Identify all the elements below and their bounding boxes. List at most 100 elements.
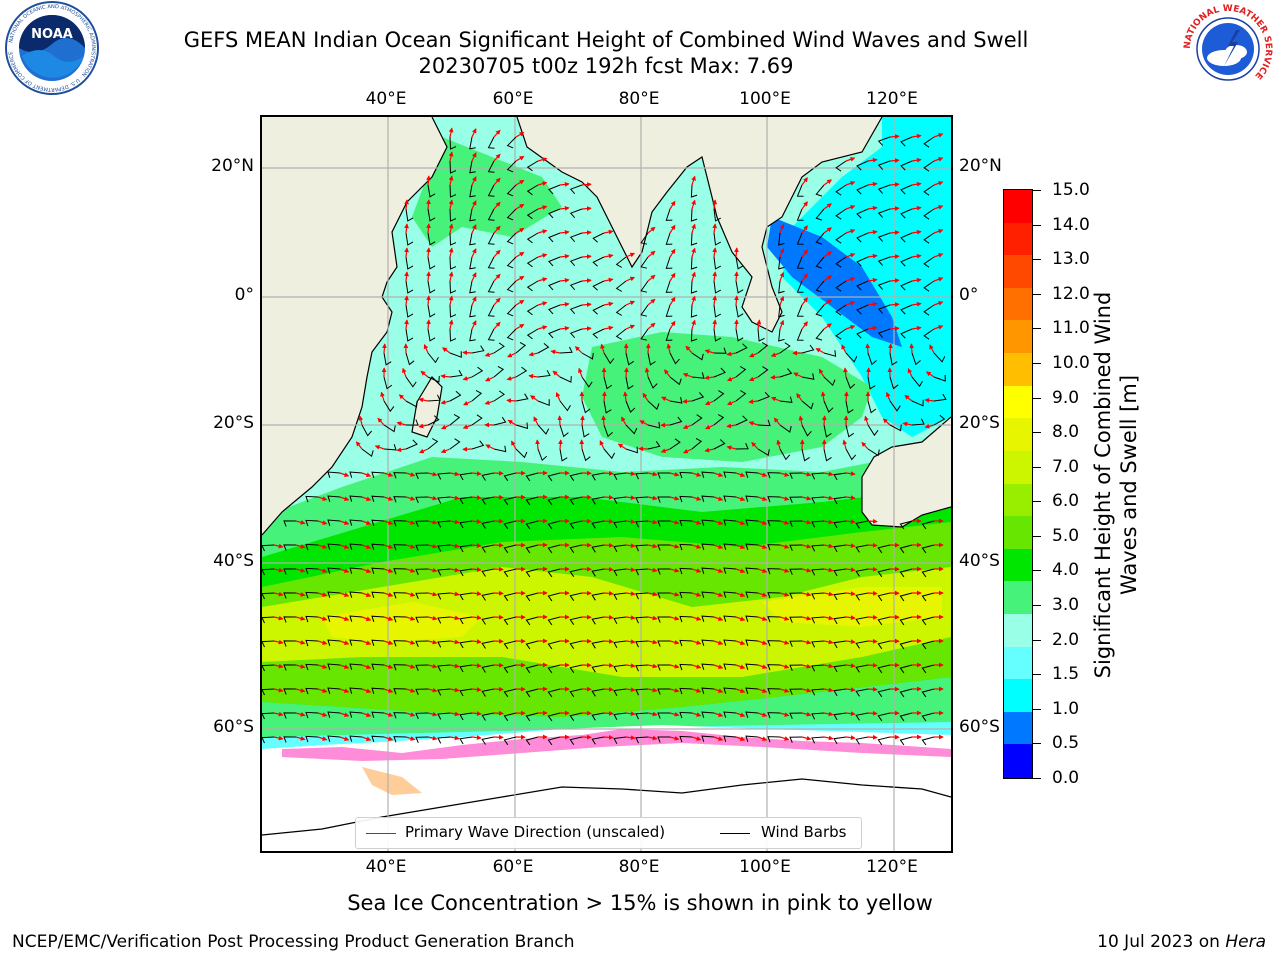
wind-barb bbox=[635, 496, 649, 504]
wind-barb bbox=[471, 345, 485, 354]
wave-direction-arrow bbox=[911, 133, 922, 139]
wave-direction-arrow bbox=[757, 664, 768, 669]
wave-direction-arrow bbox=[713, 472, 724, 477]
wind-barb bbox=[569, 472, 583, 481]
colorbar-tick-label: 11.0 bbox=[1052, 318, 1090, 339]
wave-direction-arrow bbox=[449, 735, 460, 741]
wave-direction-arrow bbox=[889, 158, 900, 163]
wind-barb bbox=[921, 640, 935, 650]
wind-barb bbox=[757, 328, 765, 342]
wave-direction-arrow bbox=[603, 277, 614, 283]
wind-barb bbox=[713, 256, 722, 270]
wind-barb bbox=[877, 160, 891, 170]
wind-barb bbox=[526, 160, 539, 172]
wind-barb bbox=[327, 495, 341, 502]
wave-direction-arrow bbox=[493, 518, 504, 524]
colorbar-tick bbox=[1033, 605, 1041, 607]
wind-barb bbox=[449, 280, 457, 294]
wind-barb bbox=[779, 342, 791, 354]
wind-barb bbox=[487, 280, 495, 293]
graticule bbox=[262, 117, 951, 851]
wind-barb bbox=[547, 568, 561, 578]
wave-direction-arrow bbox=[493, 249, 501, 258]
wind-barb bbox=[867, 376, 876, 390]
wave-direction-arrow bbox=[889, 302, 900, 307]
wave-direction-arrow bbox=[418, 423, 429, 429]
wave-direction-arrow bbox=[691, 592, 702, 597]
wave-direction-arrow bbox=[713, 688, 724, 693]
wave-direction-arrow bbox=[867, 301, 878, 307]
wind-barb bbox=[449, 232, 457, 246]
wave-direction-arrow bbox=[493, 710, 504, 716]
colorbar-tick-label: 14.0 bbox=[1052, 214, 1090, 235]
wind-barb bbox=[690, 184, 698, 198]
wave-direction-arrow bbox=[669, 687, 680, 693]
wind-barb bbox=[415, 712, 429, 719]
wave-direction-arrow bbox=[734, 319, 739, 330]
wind-barb bbox=[437, 544, 451, 552]
colorbar-tick-label: 12.0 bbox=[1052, 283, 1090, 304]
wave-direction-arrow bbox=[317, 712, 328, 717]
colorbar-segment bbox=[1004, 646, 1032, 680]
wind-barb bbox=[691, 414, 703, 426]
wind-barb bbox=[393, 616, 407, 623]
wave-direction-arrow bbox=[493, 321, 501, 330]
wind-barb bbox=[427, 304, 436, 318]
wave-direction-arrow bbox=[735, 616, 746, 621]
wind-barb bbox=[745, 615, 759, 623]
wind-barb bbox=[735, 415, 748, 426]
wave-direction-arrow bbox=[669, 296, 676, 306]
wind-barb bbox=[713, 390, 725, 402]
wind-barb bbox=[877, 688, 891, 698]
wind-barb bbox=[371, 735, 385, 743]
wind-barb bbox=[657, 712, 670, 719]
wave-direction-arrow bbox=[735, 664, 746, 669]
wave-direction-arrow bbox=[713, 736, 724, 741]
wind-barb bbox=[515, 341, 527, 354]
wind-barb bbox=[547, 712, 561, 722]
wind-barb bbox=[833, 472, 847, 481]
wave-direction-arrow bbox=[779, 544, 790, 549]
wind-barb bbox=[877, 208, 891, 218]
wave-direction-arrow bbox=[383, 688, 394, 693]
wind-barb bbox=[283, 592, 297, 599]
wind-barb bbox=[665, 304, 673, 317]
wind-barb bbox=[796, 304, 804, 317]
wind-barb bbox=[723, 591, 737, 598]
wave-direction-arrow bbox=[625, 300, 636, 306]
wind-barb bbox=[801, 344, 815, 354]
wave-direction-arrow bbox=[779, 568, 790, 573]
wave-direction-arrow bbox=[273, 687, 284, 693]
wind-barb bbox=[665, 280, 673, 293]
colorbar-segment bbox=[1004, 548, 1032, 582]
colorbar-tick bbox=[1033, 397, 1041, 399]
wind-barb bbox=[515, 366, 528, 378]
wave-direction-arrow bbox=[911, 229, 922, 235]
wind-barb bbox=[877, 232, 891, 242]
wind-barb bbox=[845, 448, 857, 461]
wave-direction-arrow bbox=[779, 520, 790, 525]
wind-barb bbox=[815, 304, 825, 317]
wave-direction-arrow bbox=[361, 592, 372, 597]
wave-direction-arrow bbox=[823, 543, 834, 549]
wave-direction-arrow bbox=[845, 157, 856, 162]
wave-direction-arrow bbox=[904, 394, 913, 402]
wave-direction-arrow bbox=[639, 420, 649, 426]
wind-barb bbox=[613, 544, 627, 553]
wave-direction-arrow bbox=[383, 616, 394, 621]
wind-barb bbox=[525, 568, 539, 578]
wind-barb bbox=[393, 472, 407, 479]
wave-direction-arrow bbox=[691, 568, 702, 573]
wave-direction-arrow bbox=[713, 664, 724, 669]
wind-barb bbox=[493, 416, 507, 426]
wind-barb bbox=[767, 520, 781, 527]
wave-direction-arrow bbox=[823, 251, 832, 258]
wave-direction-arrow bbox=[578, 367, 583, 378]
wave-direction-arrow bbox=[691, 736, 702, 741]
wind-barb bbox=[393, 544, 407, 551]
wave-direction-arrow bbox=[339, 640, 350, 645]
wave-direction-arrow bbox=[647, 298, 656, 306]
wind-barb bbox=[526, 280, 539, 292]
wave-direction-arrow bbox=[603, 542, 614, 548]
wind-barb bbox=[789, 616, 803, 623]
